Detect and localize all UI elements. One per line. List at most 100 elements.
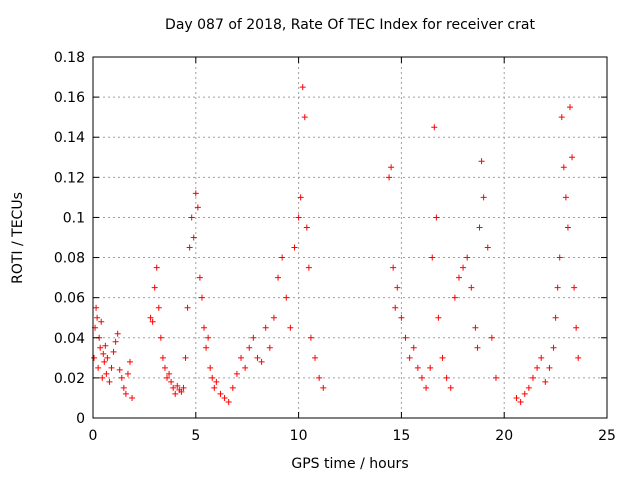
y-tick-label: 0.08 xyxy=(54,251,85,267)
data-point xyxy=(429,254,436,261)
data-point xyxy=(221,394,228,401)
data-point xyxy=(283,294,290,301)
data-point xyxy=(110,348,117,355)
data-point xyxy=(297,194,304,201)
data-point xyxy=(480,194,487,201)
x-tick-label: 10 xyxy=(290,428,308,444)
y-tick-labels: 0 0.02 0.04 0.06 0.08 0.1 0.12 0.14 0.16 0.18 xyxy=(54,50,85,427)
y-tick-label: 0.16 xyxy=(54,90,85,106)
data-point xyxy=(209,374,216,381)
x-tick-label: 25 xyxy=(598,428,616,444)
data-point xyxy=(129,394,136,401)
data-point xyxy=(188,214,195,221)
data-point xyxy=(443,374,450,381)
data-point xyxy=(238,354,245,361)
data-point xyxy=(435,314,442,321)
data-point xyxy=(305,264,312,271)
data-point xyxy=(542,378,549,385)
data-point xyxy=(120,384,127,391)
data-point xyxy=(211,384,218,391)
x-tick-labels: 0 5 10 15 20 25 xyxy=(89,428,616,444)
data-point xyxy=(468,284,475,291)
data-point xyxy=(207,364,214,371)
data-point xyxy=(312,354,319,361)
data-point xyxy=(164,374,171,381)
data-point xyxy=(316,374,323,381)
data-point xyxy=(217,390,224,397)
data-point xyxy=(560,164,567,171)
data-point xyxy=(566,104,573,111)
y-tick-label: 0 xyxy=(76,411,85,427)
data-point xyxy=(414,364,421,371)
data-point xyxy=(562,194,569,201)
data-point xyxy=(550,344,557,351)
data-point xyxy=(262,324,269,331)
data-point xyxy=(147,314,154,321)
data-point xyxy=(474,344,481,351)
plot-frame xyxy=(92,56,608,419)
data-point xyxy=(97,344,104,351)
data-point xyxy=(98,318,105,325)
data-point xyxy=(170,384,177,391)
data-point xyxy=(406,354,413,361)
data-point xyxy=(546,364,553,371)
data-point xyxy=(93,304,100,311)
data-point xyxy=(192,190,199,197)
data-point xyxy=(476,224,483,231)
data-point xyxy=(427,364,434,371)
data-point xyxy=(301,114,308,121)
x-tick-label: 5 xyxy=(191,428,200,444)
x-tick-label: 15 xyxy=(392,428,410,444)
data-point xyxy=(571,284,578,291)
data-point xyxy=(168,378,175,385)
data-point xyxy=(460,264,467,271)
data-point xyxy=(198,294,205,301)
grid-lines xyxy=(93,57,607,418)
data-point xyxy=(455,274,462,281)
data-point xyxy=(112,338,119,345)
y-tick-label: 0.04 xyxy=(54,331,85,347)
x-tick-label: 20 xyxy=(495,428,513,444)
data-point xyxy=(538,354,545,361)
data-point xyxy=(554,284,561,291)
y-tick-label: 0.02 xyxy=(54,371,85,387)
data-point xyxy=(166,370,173,377)
data-point xyxy=(254,354,261,361)
data-point xyxy=(149,318,156,325)
data-point xyxy=(122,390,129,397)
data-point xyxy=(564,224,571,231)
data-point xyxy=(94,314,101,321)
data-point xyxy=(124,370,131,377)
data-point xyxy=(295,214,302,221)
data-point xyxy=(172,390,179,397)
data-point xyxy=(108,364,115,371)
data-point xyxy=(229,384,236,391)
data-point xyxy=(388,164,395,171)
data-point xyxy=(174,382,181,389)
data-point xyxy=(299,84,306,91)
data-point xyxy=(242,364,249,371)
data-point xyxy=(250,334,257,341)
data-point xyxy=(100,350,107,357)
data-point xyxy=(556,254,563,261)
data-point xyxy=(180,384,187,391)
y-tick-label: 0.14 xyxy=(54,130,85,146)
data-point xyxy=(178,388,185,395)
data-point xyxy=(558,114,565,121)
data-point xyxy=(492,374,499,381)
data-point xyxy=(287,324,294,331)
data-point xyxy=(521,390,528,397)
data-point xyxy=(151,284,158,291)
data-point xyxy=(194,204,201,211)
chart-title: Day 087 of 2018, Rate Of TEC Index for r… xyxy=(165,17,535,33)
data-point xyxy=(478,158,485,165)
data-point xyxy=(161,364,168,371)
data-point xyxy=(213,378,220,385)
data-point xyxy=(529,374,536,381)
data-point xyxy=(106,378,113,385)
data-point xyxy=(153,264,160,271)
axis-ticks xyxy=(92,56,608,419)
data-point xyxy=(291,244,298,251)
data-point xyxy=(159,354,166,361)
